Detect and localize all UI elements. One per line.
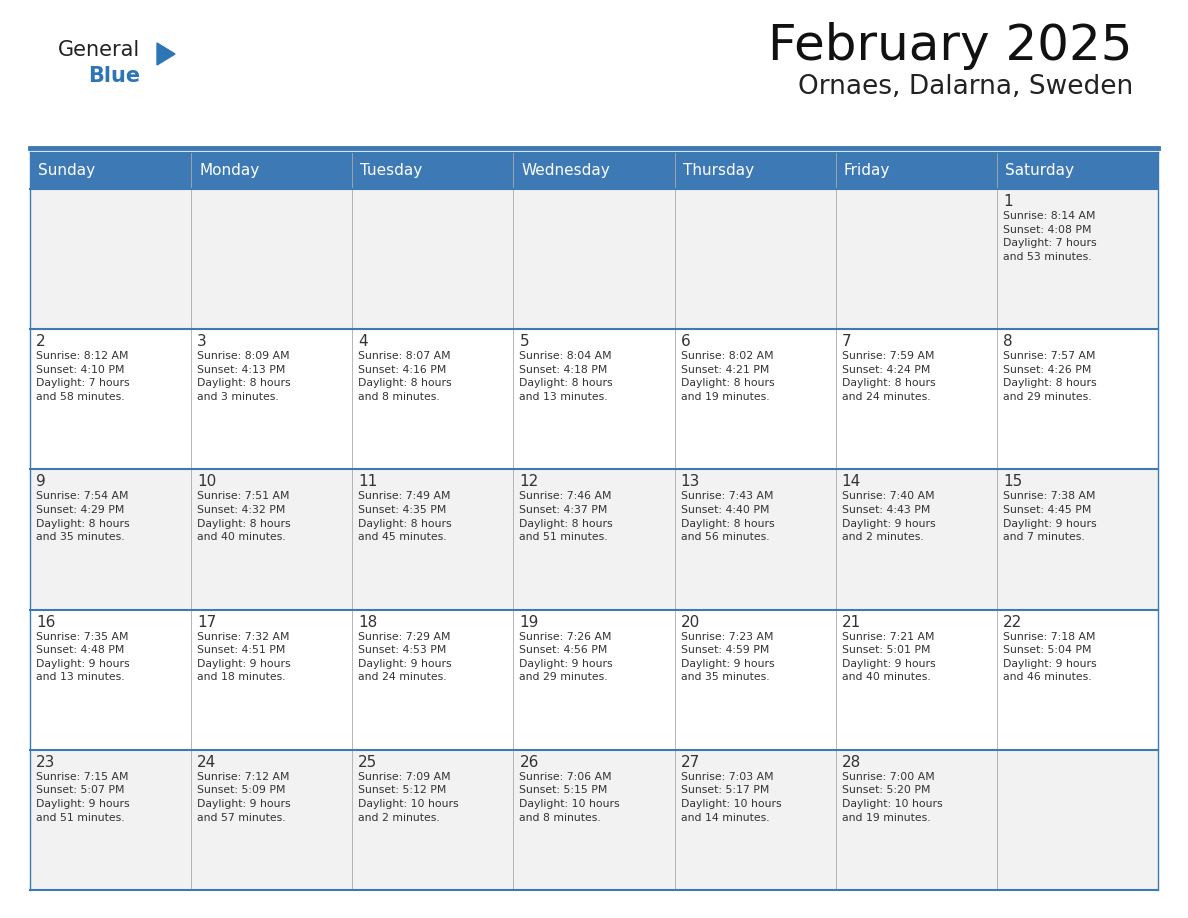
Text: Sunrise: 8:12 AM
Sunset: 4:10 PM
Daylight: 7 hours
and 58 minutes.: Sunrise: 8:12 AM Sunset: 4:10 PM Dayligh… [36, 352, 129, 402]
Text: Sunrise: 7:51 AM
Sunset: 4:32 PM
Daylight: 8 hours
and 40 minutes.: Sunrise: 7:51 AM Sunset: 4:32 PM Dayligh… [197, 491, 291, 543]
Polygon shape [157, 43, 175, 65]
Text: Sunrise: 7:54 AM
Sunset: 4:29 PM
Daylight: 8 hours
and 35 minutes.: Sunrise: 7:54 AM Sunset: 4:29 PM Dayligh… [36, 491, 129, 543]
Text: Sunrise: 7:29 AM
Sunset: 4:53 PM
Daylight: 9 hours
and 24 minutes.: Sunrise: 7:29 AM Sunset: 4:53 PM Dayligh… [359, 632, 451, 682]
Text: Sunrise: 7:26 AM
Sunset: 4:56 PM
Daylight: 9 hours
and 29 minutes.: Sunrise: 7:26 AM Sunset: 4:56 PM Dayligh… [519, 632, 613, 682]
Bar [30, 189, 1158, 330]
Text: 14: 14 [842, 475, 861, 489]
Text: 23: 23 [36, 755, 56, 770]
Text: Sunrise: 8:07 AM
Sunset: 4:16 PM
Daylight: 8 hours
and 8 minutes.: Sunrise: 8:07 AM Sunset: 4:16 PM Dayligh… [359, 352, 451, 402]
Text: 20: 20 [681, 614, 700, 630]
Text: Sunrise: 7:32 AM
Sunset: 4:51 PM
Daylight: 9 hours
and 18 minutes.: Sunrise: 7:32 AM Sunset: 4:51 PM Dayligh… [197, 632, 291, 682]
Text: 28: 28 [842, 755, 861, 770]
Text: 25: 25 [359, 755, 378, 770]
Text: 6: 6 [681, 334, 690, 349]
Text: Sunrise: 8:14 AM
Sunset: 4:08 PM
Daylight: 7 hours
and 53 minutes.: Sunrise: 8:14 AM Sunset: 4:08 PM Dayligh… [1003, 211, 1097, 262]
Text: 16: 16 [36, 614, 56, 630]
Text: 19: 19 [519, 614, 539, 630]
Text: Tuesday: Tuesday [360, 163, 423, 178]
Text: 2: 2 [36, 334, 45, 349]
Text: Saturday: Saturday [1005, 163, 1074, 178]
Text: Sunrise: 7:40 AM
Sunset: 4:43 PM
Daylight: 9 hours
and 2 minutes.: Sunrise: 7:40 AM Sunset: 4:43 PM Dayligh… [842, 491, 935, 543]
Bar [30, 330, 1158, 469]
Text: Sunrise: 7:59 AM
Sunset: 4:24 PM
Daylight: 8 hours
and 24 minutes.: Sunrise: 7:59 AM Sunset: 4:24 PM Dayligh… [842, 352, 935, 402]
Text: Sunrise: 7:15 AM
Sunset: 5:07 PM
Daylight: 9 hours
and 51 minutes.: Sunrise: 7:15 AM Sunset: 5:07 PM Dayligh… [36, 772, 129, 823]
Text: Sunrise: 7:18 AM
Sunset: 5:04 PM
Daylight: 9 hours
and 46 minutes.: Sunrise: 7:18 AM Sunset: 5:04 PM Dayligh… [1003, 632, 1097, 682]
Text: Friday: Friday [843, 163, 890, 178]
Text: Sunrise: 7:03 AM
Sunset: 5:17 PM
Daylight: 10 hours
and 14 minutes.: Sunrise: 7:03 AM Sunset: 5:17 PM Dayligh… [681, 772, 782, 823]
Text: Ornaes, Dalarna, Sweden: Ornaes, Dalarna, Sweden [798, 74, 1133, 100]
Text: Sunrise: 8:04 AM
Sunset: 4:18 PM
Daylight: 8 hours
and 13 minutes.: Sunrise: 8:04 AM Sunset: 4:18 PM Dayligh… [519, 352, 613, 402]
Text: Wednesday: Wednesday [522, 163, 611, 178]
Text: 17: 17 [197, 614, 216, 630]
Text: 22: 22 [1003, 614, 1022, 630]
Text: Sunrise: 8:09 AM
Sunset: 4:13 PM
Daylight: 8 hours
and 3 minutes.: Sunrise: 8:09 AM Sunset: 4:13 PM Dayligh… [197, 352, 291, 402]
Text: 3: 3 [197, 334, 207, 349]
Text: 21: 21 [842, 614, 861, 630]
Text: 8: 8 [1003, 334, 1012, 349]
Text: 18: 18 [359, 614, 378, 630]
Text: February 2025: February 2025 [769, 22, 1133, 70]
Text: Sunrise: 7:49 AM
Sunset: 4:35 PM
Daylight: 8 hours
and 45 minutes.: Sunrise: 7:49 AM Sunset: 4:35 PM Dayligh… [359, 491, 451, 543]
Bar [30, 469, 1158, 610]
Text: Sunrise: 7:46 AM
Sunset: 4:37 PM
Daylight: 8 hours
and 51 minutes.: Sunrise: 7:46 AM Sunset: 4:37 PM Dayligh… [519, 491, 613, 543]
Text: Sunrise: 7:00 AM
Sunset: 5:20 PM
Daylight: 10 hours
and 19 minutes.: Sunrise: 7:00 AM Sunset: 5:20 PM Dayligh… [842, 772, 942, 823]
Text: 26: 26 [519, 755, 539, 770]
Text: 7: 7 [842, 334, 852, 349]
Text: Sunrise: 7:23 AM
Sunset: 4:59 PM
Daylight: 9 hours
and 35 minutes.: Sunrise: 7:23 AM Sunset: 4:59 PM Dayligh… [681, 632, 775, 682]
Text: Sunrise: 7:43 AM
Sunset: 4:40 PM
Daylight: 8 hours
and 56 minutes.: Sunrise: 7:43 AM Sunset: 4:40 PM Dayligh… [681, 491, 775, 543]
Bar [30, 152, 1158, 189]
Text: General: General [58, 40, 140, 60]
Text: 15: 15 [1003, 475, 1022, 489]
Text: Sunrise: 8:02 AM
Sunset: 4:21 PM
Daylight: 8 hours
and 19 minutes.: Sunrise: 8:02 AM Sunset: 4:21 PM Dayligh… [681, 352, 775, 402]
Text: Sunrise: 7:21 AM
Sunset: 5:01 PM
Daylight: 9 hours
and 40 minutes.: Sunrise: 7:21 AM Sunset: 5:01 PM Dayligh… [842, 632, 935, 682]
Text: 24: 24 [197, 755, 216, 770]
Text: Sunday: Sunday [38, 163, 95, 178]
Text: Thursday: Thursday [683, 163, 753, 178]
Text: 9: 9 [36, 475, 46, 489]
Text: Sunrise: 7:12 AM
Sunset: 5:09 PM
Daylight: 9 hours
and 57 minutes.: Sunrise: 7:12 AM Sunset: 5:09 PM Dayligh… [197, 772, 291, 823]
Text: Sunrise: 7:09 AM
Sunset: 5:12 PM
Daylight: 10 hours
and 2 minutes.: Sunrise: 7:09 AM Sunset: 5:12 PM Dayligh… [359, 772, 459, 823]
Text: Sunrise: 7:57 AM
Sunset: 4:26 PM
Daylight: 8 hours
and 29 minutes.: Sunrise: 7:57 AM Sunset: 4:26 PM Dayligh… [1003, 352, 1097, 402]
Text: 1: 1 [1003, 194, 1012, 209]
Text: 5: 5 [519, 334, 529, 349]
Text: 4: 4 [359, 334, 368, 349]
Bar [30, 750, 1158, 890]
Text: Sunrise: 7:38 AM
Sunset: 4:45 PM
Daylight: 9 hours
and 7 minutes.: Sunrise: 7:38 AM Sunset: 4:45 PM Dayligh… [1003, 491, 1097, 543]
Text: 27: 27 [681, 755, 700, 770]
Text: 10: 10 [197, 475, 216, 489]
Bar [30, 610, 1158, 750]
Text: Sunrise: 7:35 AM
Sunset: 4:48 PM
Daylight: 9 hours
and 13 minutes.: Sunrise: 7:35 AM Sunset: 4:48 PM Dayligh… [36, 632, 129, 682]
Text: 11: 11 [359, 475, 378, 489]
Text: 13: 13 [681, 475, 700, 489]
Text: 12: 12 [519, 475, 538, 489]
Text: Monday: Monday [200, 163, 259, 178]
Text: Blue: Blue [88, 66, 140, 86]
Text: Sunrise: 7:06 AM
Sunset: 5:15 PM
Daylight: 10 hours
and 8 minutes.: Sunrise: 7:06 AM Sunset: 5:15 PM Dayligh… [519, 772, 620, 823]
